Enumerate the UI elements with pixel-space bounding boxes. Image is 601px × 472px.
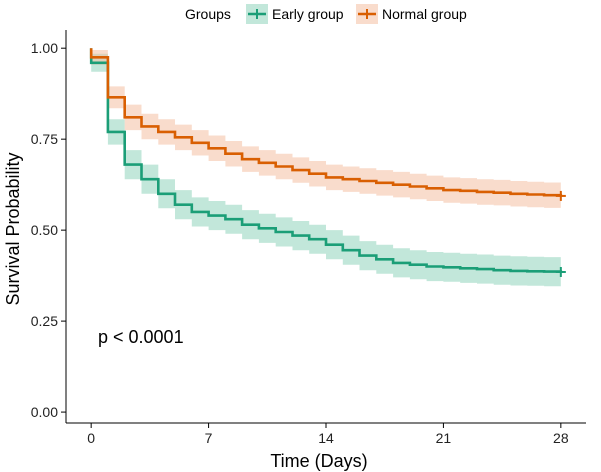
y-axis-title: Survival Probability (3, 152, 23, 305)
y-tick-label: 0.25 (31, 313, 58, 329)
confidence-bands (91, 48, 561, 287)
x-tick-label: 28 (553, 430, 569, 446)
y-tick-label: 1.00 (31, 40, 58, 56)
survival-line-early-group (89, 48, 563, 273)
legend-label-early: Early group (272, 6, 344, 22)
x-tick-label: 0 (87, 430, 95, 446)
y-axis-ticks: 0.00 0.25 0.50 0.75 1.00 (31, 40, 66, 420)
x-tick-label: 14 (318, 430, 334, 446)
legend: Groups Early group Normal group (185, 4, 467, 24)
y-tick-label: 0.00 (31, 404, 58, 420)
censor-marks (555, 190, 566, 277)
p-value-annotation: p < 0.0001 (98, 327, 184, 347)
x-tick-label: 7 (205, 430, 213, 446)
x-tick-label: 21 (436, 430, 452, 446)
x-axis-title: Time (Days) (270, 451, 367, 471)
y-tick-label: 0.75 (31, 131, 58, 147)
y-tick-label: 0.50 (31, 222, 58, 238)
survival-line-normal-group (89, 48, 563, 197)
x-axis-ticks: 0 7 14 21 28 (87, 423, 569, 446)
legend-title: Groups (185, 6, 231, 22)
legend-label-normal: Normal group (382, 6, 467, 22)
survival-curves (89, 48, 563, 273)
